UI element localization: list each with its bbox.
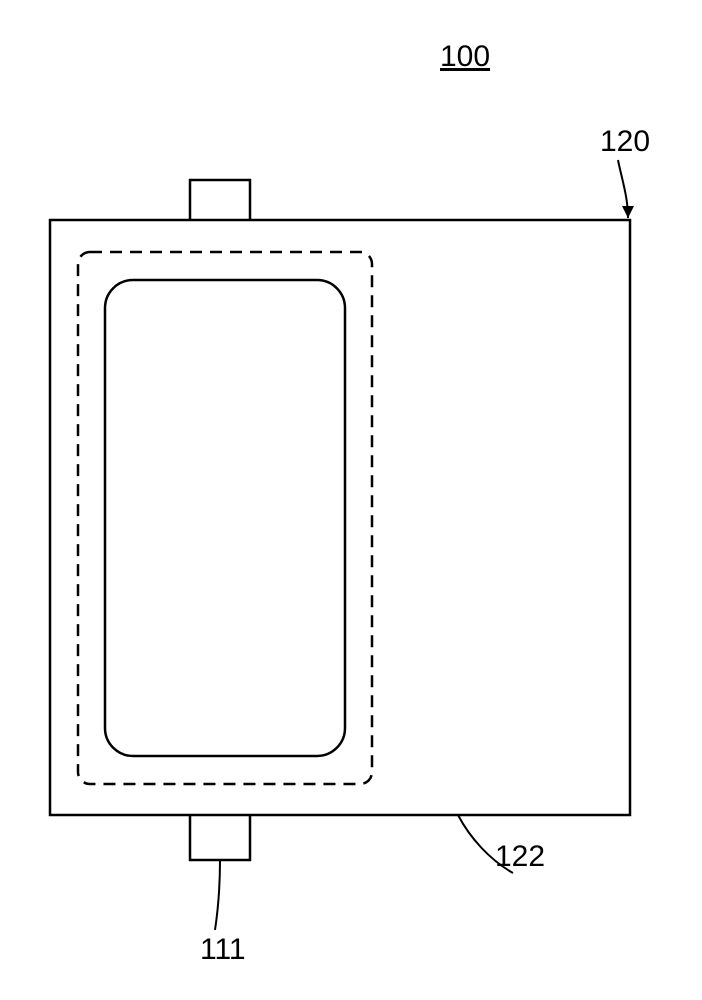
diagram-svg (0, 0, 702, 1000)
